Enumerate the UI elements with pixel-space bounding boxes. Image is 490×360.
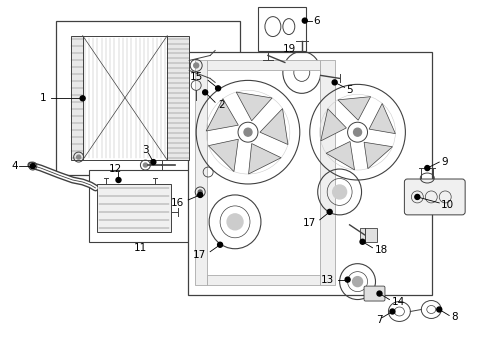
Circle shape — [425, 166, 430, 171]
Circle shape — [437, 307, 442, 312]
Bar — [56, 21, 240, 175]
Bar — [188, 53, 432, 294]
Polygon shape — [338, 96, 370, 120]
Bar — [195, 60, 207, 285]
Text: 5: 5 — [346, 85, 353, 95]
Text: 2: 2 — [218, 100, 225, 110]
Circle shape — [198, 190, 202, 194]
Circle shape — [197, 193, 203, 197]
Circle shape — [354, 128, 362, 136]
Polygon shape — [326, 141, 354, 170]
Text: 9: 9 — [441, 157, 448, 167]
Circle shape — [144, 163, 147, 167]
Text: 16: 16 — [171, 198, 184, 208]
Polygon shape — [206, 99, 238, 131]
Polygon shape — [369, 103, 395, 134]
Text: 13: 13 — [320, 275, 334, 285]
FancyBboxPatch shape — [404, 179, 465, 215]
Text: 14: 14 — [392, 297, 405, 306]
Circle shape — [203, 90, 208, 95]
Circle shape — [332, 80, 337, 85]
Text: 6: 6 — [314, 15, 320, 26]
Text: 18: 18 — [374, 245, 388, 255]
Circle shape — [30, 163, 35, 168]
Bar — [319, 60, 335, 285]
Bar — [360, 228, 377, 242]
Text: 7: 7 — [376, 315, 383, 325]
Circle shape — [76, 155, 81, 159]
Bar — [97, 184, 172, 232]
Circle shape — [116, 177, 121, 183]
Text: 17: 17 — [193, 250, 206, 260]
Polygon shape — [236, 92, 272, 121]
Circle shape — [80, 96, 85, 101]
FancyBboxPatch shape — [364, 286, 385, 301]
Bar — [167, 36, 189, 160]
Text: 15: 15 — [190, 72, 203, 82]
Circle shape — [227, 214, 243, 230]
Circle shape — [216, 86, 220, 91]
Bar — [207, 60, 319, 71]
Text: 11: 11 — [134, 243, 147, 253]
Circle shape — [377, 291, 382, 296]
Circle shape — [194, 63, 198, 68]
Bar — [83, 36, 167, 160]
Circle shape — [218, 242, 222, 247]
Polygon shape — [208, 139, 238, 172]
Text: 4: 4 — [12, 161, 18, 171]
Circle shape — [333, 185, 346, 199]
Text: 3: 3 — [142, 145, 148, 155]
Text: 17: 17 — [302, 218, 316, 228]
Polygon shape — [248, 144, 281, 174]
Circle shape — [360, 239, 365, 244]
Text: 10: 10 — [441, 200, 454, 210]
Circle shape — [302, 18, 307, 23]
Circle shape — [390, 309, 395, 314]
Bar — [71, 36, 83, 160]
Circle shape — [353, 276, 363, 287]
Polygon shape — [364, 142, 392, 168]
Circle shape — [151, 159, 156, 165]
Polygon shape — [321, 109, 346, 141]
Bar — [258, 7, 306, 50]
Text: 8: 8 — [451, 312, 458, 323]
Text: 1: 1 — [40, 93, 46, 103]
Bar — [89, 170, 193, 242]
Polygon shape — [260, 109, 288, 145]
Circle shape — [415, 194, 420, 199]
Circle shape — [244, 128, 252, 136]
Circle shape — [345, 277, 350, 282]
Text: 12: 12 — [109, 164, 122, 174]
Bar — [207, 275, 319, 285]
Circle shape — [327, 210, 332, 214]
Text: 19: 19 — [283, 44, 296, 54]
